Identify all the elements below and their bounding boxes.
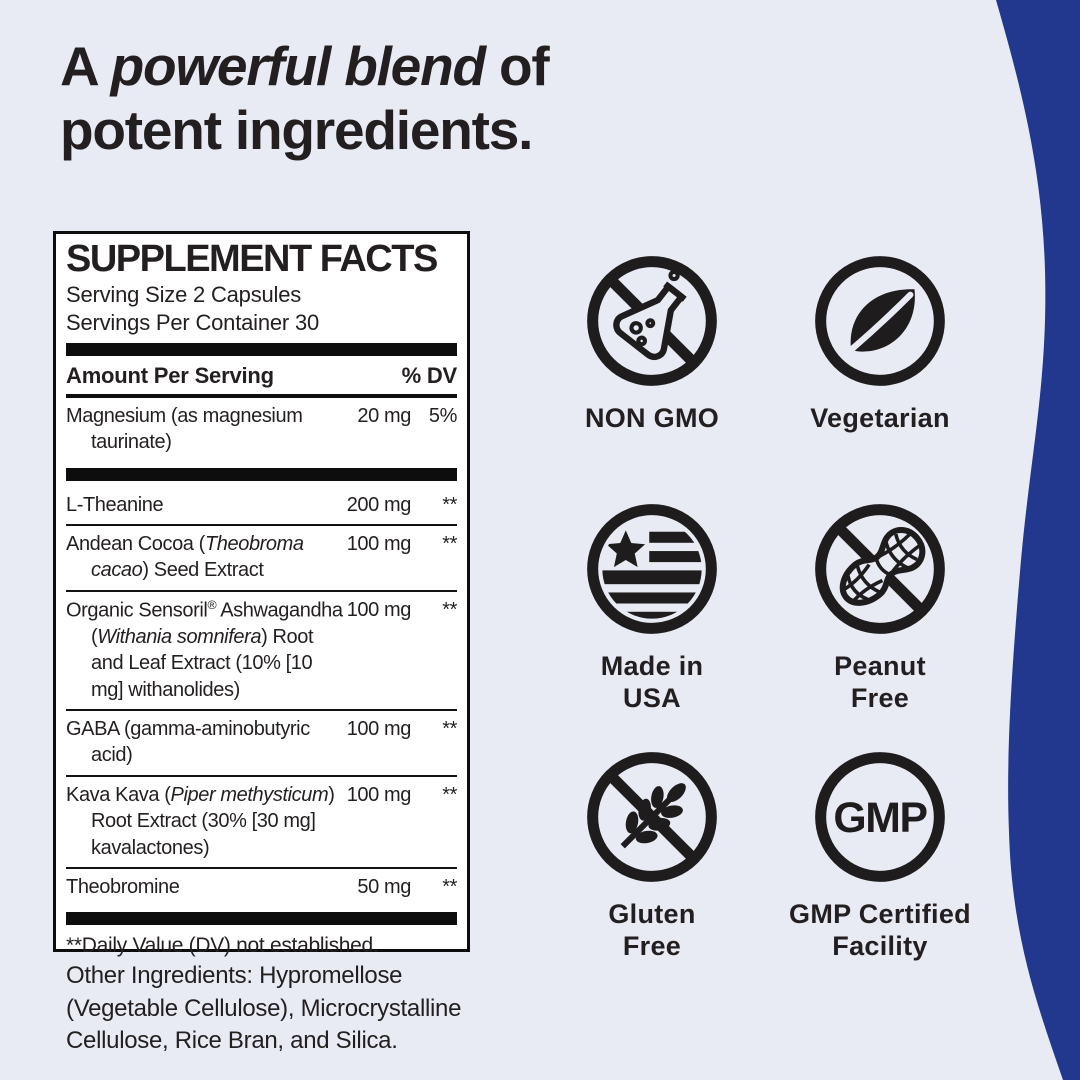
ingredient-amount: 100 mg [346,783,412,806]
badge-label: GMP Certified Facility [789,899,971,961]
table-row: Organic Sensoril® Ashwagandha (Withania … [66,592,457,709]
supplement-facts-panel: SUPPLEMENT FACTS Serving Size 2 Capsules… [53,231,470,957]
badge-label: Vegetarian [810,403,950,433]
ingredient-amount: 100 mg [346,598,412,621]
dv-footnote: **Daily Value (DV) not established. [66,934,379,958]
divider [66,589,457,592]
ingredient-amount: 100 mg [346,533,412,556]
headline-emphasis: powerful blend [110,35,486,97]
other-ingredients-text: Other Ingredients: Hypromellose (Vegetab… [66,962,462,1055]
usa-flag-icon [587,504,717,634]
ingredient-amount: 100 mg [346,718,412,741]
no-peanut-icon [815,504,945,634]
table-row: GABA (gamma-aminobutyric acid) 100 mg ** [66,711,457,775]
ingredient-dv: ** [442,533,457,556]
no-wheat-icon [587,752,717,882]
page-title: A powerful blend of potent ingredients. [60,34,550,163]
badge-gluten-free: Gluten Free [583,748,721,996]
headline-line2: potent ingredients. [60,99,533,162]
badge-vegetarian: Vegetarian [810,252,950,500]
ingredient-dv: 5% [428,404,458,427]
gmp-circle-icon: GMP [815,752,945,882]
ingredient-dv: ** [442,493,457,516]
column-header-dv: % DV [401,362,458,388]
table-row: Kava Kava (Piper methysticum) Root Extra… [66,777,457,867]
serving-size: Serving Size 2 Capsules [66,281,302,307]
table-row: Magnesium (as magnesium taurinate) 20 mg 5… [66,398,457,462]
ingredient-name: Kava Kava (Piper methysticum) Root Extra… [66,783,335,859]
ingredient-name: Magnesium (as magnesium taurinate) [66,404,303,454]
divider-medium [66,393,457,398]
badge-label: Gluten Free [608,899,696,961]
ingredient-amount: 20 mg [357,404,411,427]
headline-prefix: A [60,35,111,97]
servings-per-container: Servings Per Container 30 [66,309,320,335]
badge-grid: NON GMO Vegetarian [538,252,994,996]
ingredient-dv: ** [442,598,457,621]
ingredient-dv: ** [442,875,457,898]
badge-peanut-free: Peanut Free [811,500,949,748]
badge-non-gmo: NON GMO [583,252,721,500]
divider [66,866,457,869]
table-row: Andean Cocoa (Theobroma cacao) Seed Extr… [66,526,457,590]
badge-label: Peanut Free [834,651,926,713]
divider [66,774,457,777]
ingredient-name: Andean Cocoa (Theobroma cacao) Seed Extr… [66,533,304,582]
ingredient-dv: ** [442,783,457,806]
ingredient-dv: ** [442,718,457,741]
column-header-row: Amount Per Serving % DV [66,362,457,394]
badge-label: Made in USA [600,651,704,713]
ingredient-name: Theobromine [66,875,180,898]
blue-wave-path [996,0,1080,1080]
gmp-icon-text: GMP [833,794,927,842]
vegetarian-leaf-icon [815,256,945,386]
ingredient-name: L-Theanine [66,493,164,516]
badge-gmp-certified: GMP GMP Certified Facility [789,748,971,996]
supplement-rows: Magnesium (as magnesium taurinate) 20 mg 5… [66,398,457,926]
badge-label: NON GMO [584,403,720,433]
divider-thick [66,342,457,356]
column-header-amount: Amount Per Serving [66,362,274,388]
table-row: L-Theanine 200 mg ** [66,487,457,524]
table-row: Theobromine 50 mg ** [66,869,457,906]
no-gmo-flask-icon [587,256,717,386]
ingredient-amount: 50 mg [357,875,411,898]
divider [66,524,457,527]
ingredient-name: Organic Sensoril® Ashwagandha (Withania … [66,597,343,701]
divider [66,467,457,481]
supplement-facts-title: SUPPLEMENT FACTS [66,238,438,280]
divider [66,709,457,712]
divider-thick [66,912,457,926]
ingredient-name: GABA (gamma-aminobutyric acid) [66,718,310,767]
headline-suffix: of [484,35,550,97]
badge-made-in-usa: Made in USA [583,500,721,748]
ingredient-amount: 200 mg [346,493,412,516]
